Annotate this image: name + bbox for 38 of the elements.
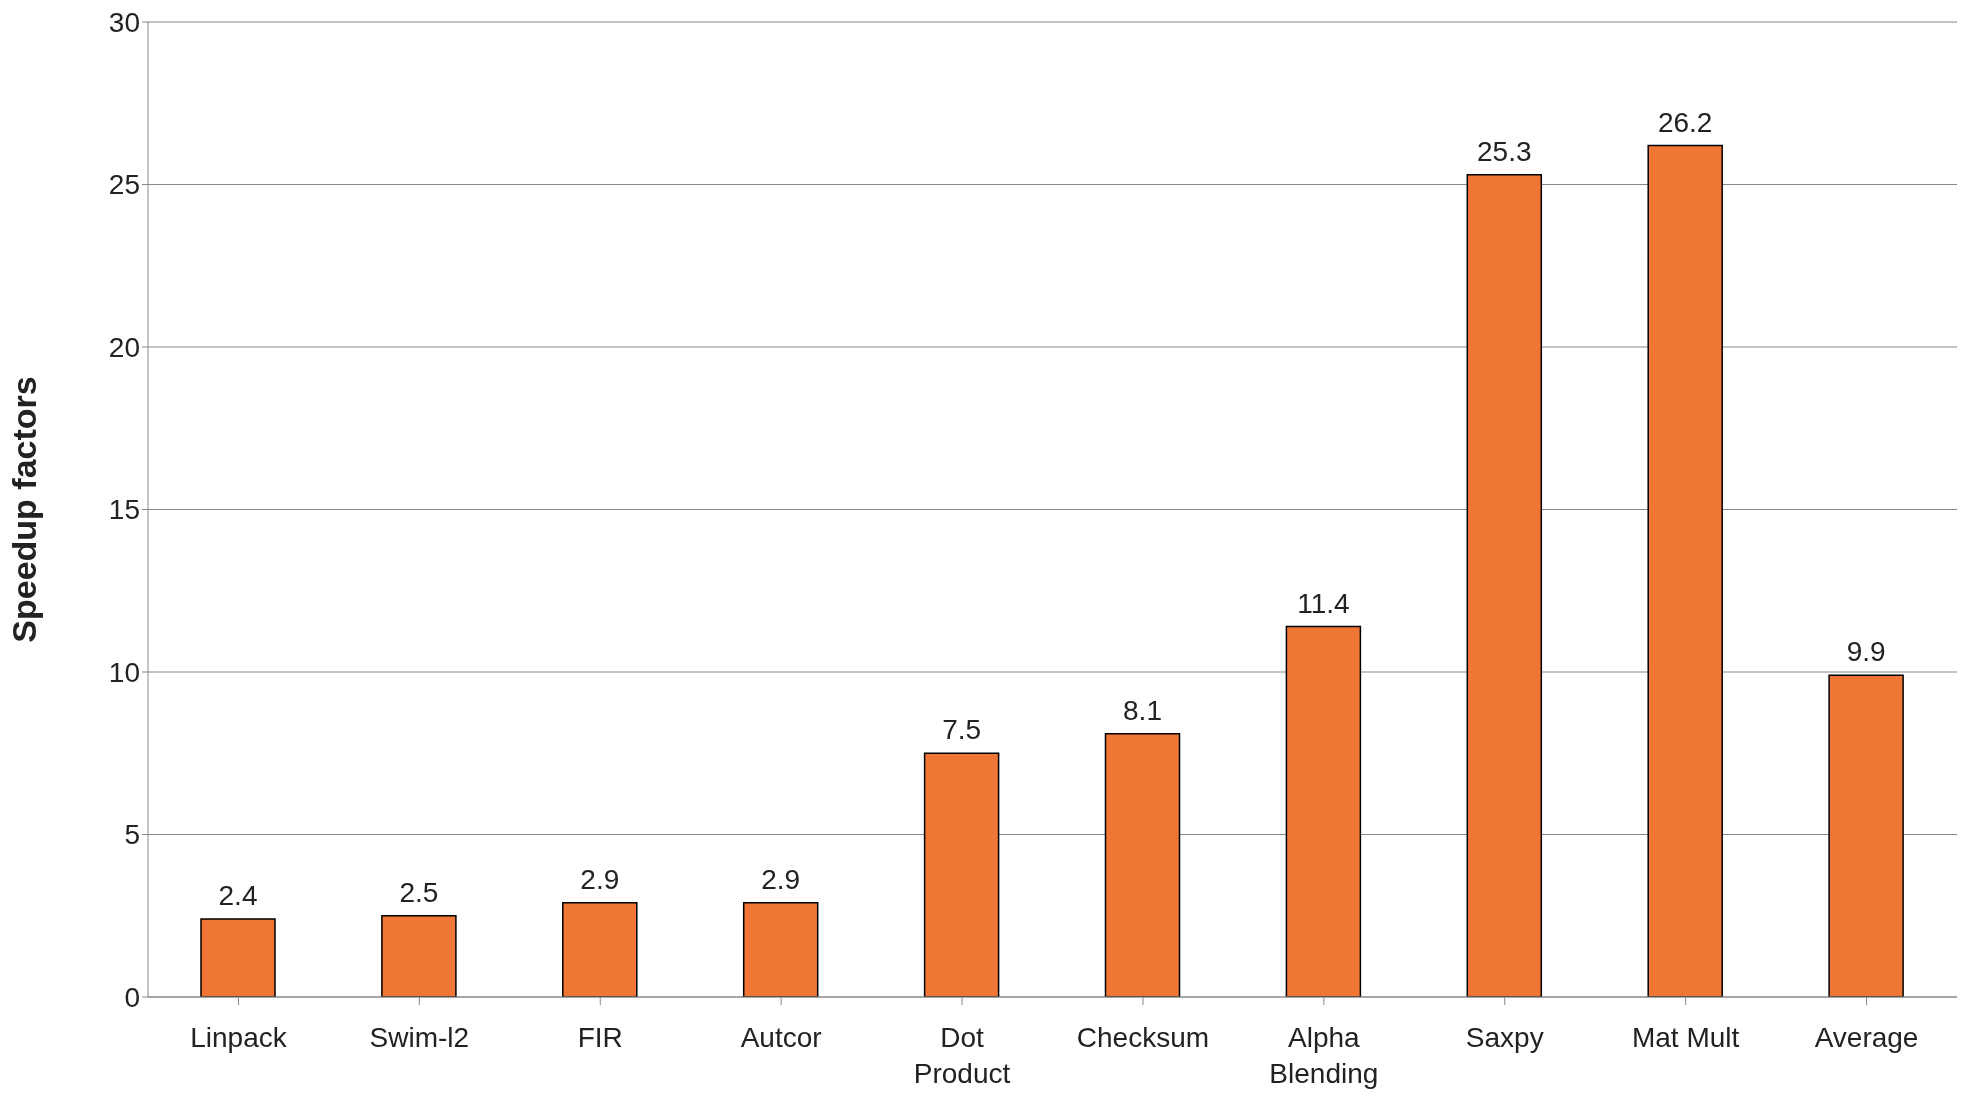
data-label: 26.2 — [1657, 106, 1713, 138]
bar — [1466, 174, 1543, 997]
x-tick-label: Checksum — [1076, 1022, 1210, 1053]
bar — [200, 918, 276, 997]
x-tick-label: Dot Product — [913, 1022, 1011, 1089]
x-tick-label: Mat Mult — [1631, 1022, 1740, 1053]
bar — [1285, 625, 1362, 997]
data-label: 2.9 — [580, 863, 620, 895]
data-label: 7.5 — [942, 714, 982, 746]
bar — [562, 902, 638, 997]
bar — [1104, 733, 1181, 997]
data-label: 9.9 — [1846, 636, 1886, 668]
data-label: 25.3 — [1477, 135, 1532, 167]
y-tick-label: 30 — [108, 6, 140, 38]
data-label: 11.4 — [1297, 587, 1350, 619]
bar — [381, 915, 457, 997]
y-tick-label: 25 — [108, 169, 140, 201]
y-tick-label: 20 — [108, 331, 140, 363]
x-tick-label: Saxpy — [1465, 1022, 1544, 1053]
x-tick-label: Alpha Blending — [1269, 1022, 1379, 1089]
data-label: 8.1 — [1123, 694, 1162, 726]
y-tick-label: 5 — [124, 819, 140, 851]
bar — [1828, 674, 1904, 997]
x-tick-label: Swim-l2 — [369, 1022, 470, 1053]
bar — [1647, 144, 1723, 997]
x-tick-label: FIR — [577, 1022, 623, 1053]
x-tick-label: Average — [1814, 1022, 1919, 1053]
bar — [742, 902, 819, 997]
y-axis-title: Speedup factors — [5, 376, 44, 643]
data-label: 2.9 — [761, 863, 801, 895]
x-tick-label: Autcor — [740, 1022, 822, 1053]
y-tick-label: 15 — [108, 494, 140, 526]
bar — [923, 752, 1000, 997]
data-label: 2.4 — [218, 880, 258, 911]
y-tick-label: 0 — [124, 981, 140, 1013]
data-label: 2.5 — [399, 876, 439, 908]
y-tick-label: 10 — [108, 656, 140, 688]
x-tick-label: Linpack — [190, 1022, 288, 1053]
